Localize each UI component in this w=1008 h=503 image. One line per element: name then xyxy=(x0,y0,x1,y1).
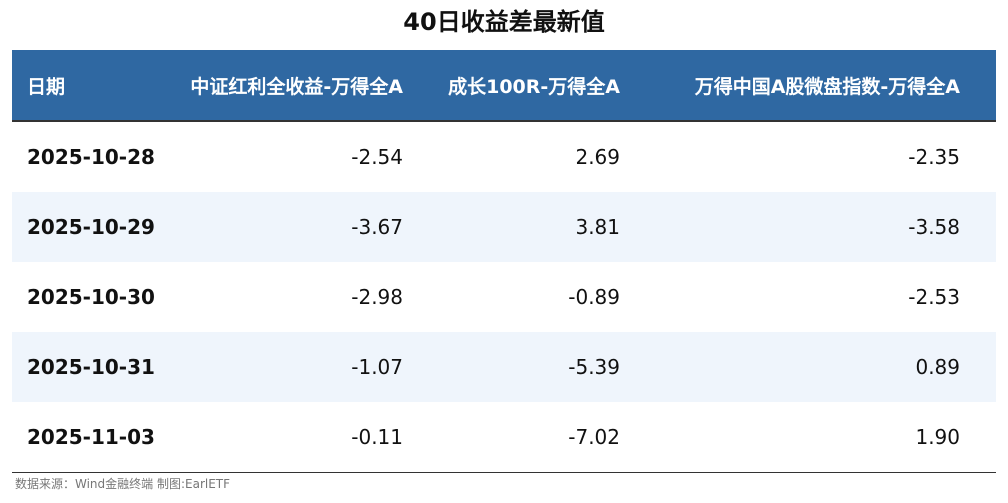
title: 40日收益差最新值 xyxy=(403,8,605,36)
value-cell: -3.67 xyxy=(351,215,403,239)
value-cell: 3.81 xyxy=(575,215,620,239)
value-cell: -0.11 xyxy=(351,425,403,449)
row-pad xyxy=(960,402,996,473)
date-cell: 2025-10-31 xyxy=(27,355,155,379)
table-row: 2025-10-30 -2.98 -0.89 -2.53 xyxy=(12,262,996,332)
value-cell: 1.90 xyxy=(915,425,960,449)
value-cell: -5.39 xyxy=(568,355,620,379)
header-pad xyxy=(960,50,996,121)
table-row: 2025-10-29 -3.67 3.81 -3.58 xyxy=(12,192,996,262)
value-cell: -3.58 xyxy=(908,215,960,239)
header-cell: 万得中国A股微盘指数-万得全A xyxy=(620,50,960,121)
table-body: 2025-10-28 -2.54 2.69 -2.35 2025-10-29 -3.67 3… xyxy=(12,121,996,473)
date-cell: 2025-10-30 xyxy=(27,285,155,309)
value-cell: -1.07 xyxy=(351,355,403,379)
row-pad xyxy=(960,192,996,262)
row-pad xyxy=(960,262,996,332)
value-cell: -2.53 xyxy=(908,285,960,309)
header-cell: 日期 xyxy=(12,50,142,121)
value-cell: -2.35 xyxy=(908,145,960,169)
header-cell: 成长100R-万得全A xyxy=(403,50,620,121)
date-cell: 2025-10-29 xyxy=(27,215,155,239)
value-cell: -7.02 xyxy=(568,425,620,449)
source-note: 数据来源：Wind金融终端 制图:EarlETF xyxy=(15,477,231,491)
header-row: 日期 中证红利全收益-万得全A 成长100R-万得全A 万得中国A股微盘指数-万得全A xyxy=(12,50,996,121)
value-cell: 0.89 xyxy=(915,355,960,379)
date-cell: 2025-10-28 xyxy=(27,145,155,169)
data-table: 日期 中证红利全收益-万得全A 成长100R-万得全A 万得中国A股微盘指数-万得全A… xyxy=(12,50,996,473)
value-cell: 2.69 xyxy=(575,145,620,169)
table-row: 2025-10-31 -1.07 -5.39 0.89 xyxy=(12,332,996,402)
value-cell: -0.89 xyxy=(568,285,620,309)
value-cell: -2.54 xyxy=(351,145,403,169)
table-row: 2025-11-03 -0.11 -7.02 1.90 xyxy=(12,402,996,473)
row-pad xyxy=(960,121,996,192)
row-pad xyxy=(960,332,996,402)
value-cell: -2.98 xyxy=(351,285,403,309)
table-row: 2025-10-28 -2.54 2.69 -2.35 xyxy=(12,121,996,192)
date-cell: 2025-11-03 xyxy=(27,425,155,449)
header-cell: 中证红利全收益-万得全A xyxy=(142,50,403,121)
